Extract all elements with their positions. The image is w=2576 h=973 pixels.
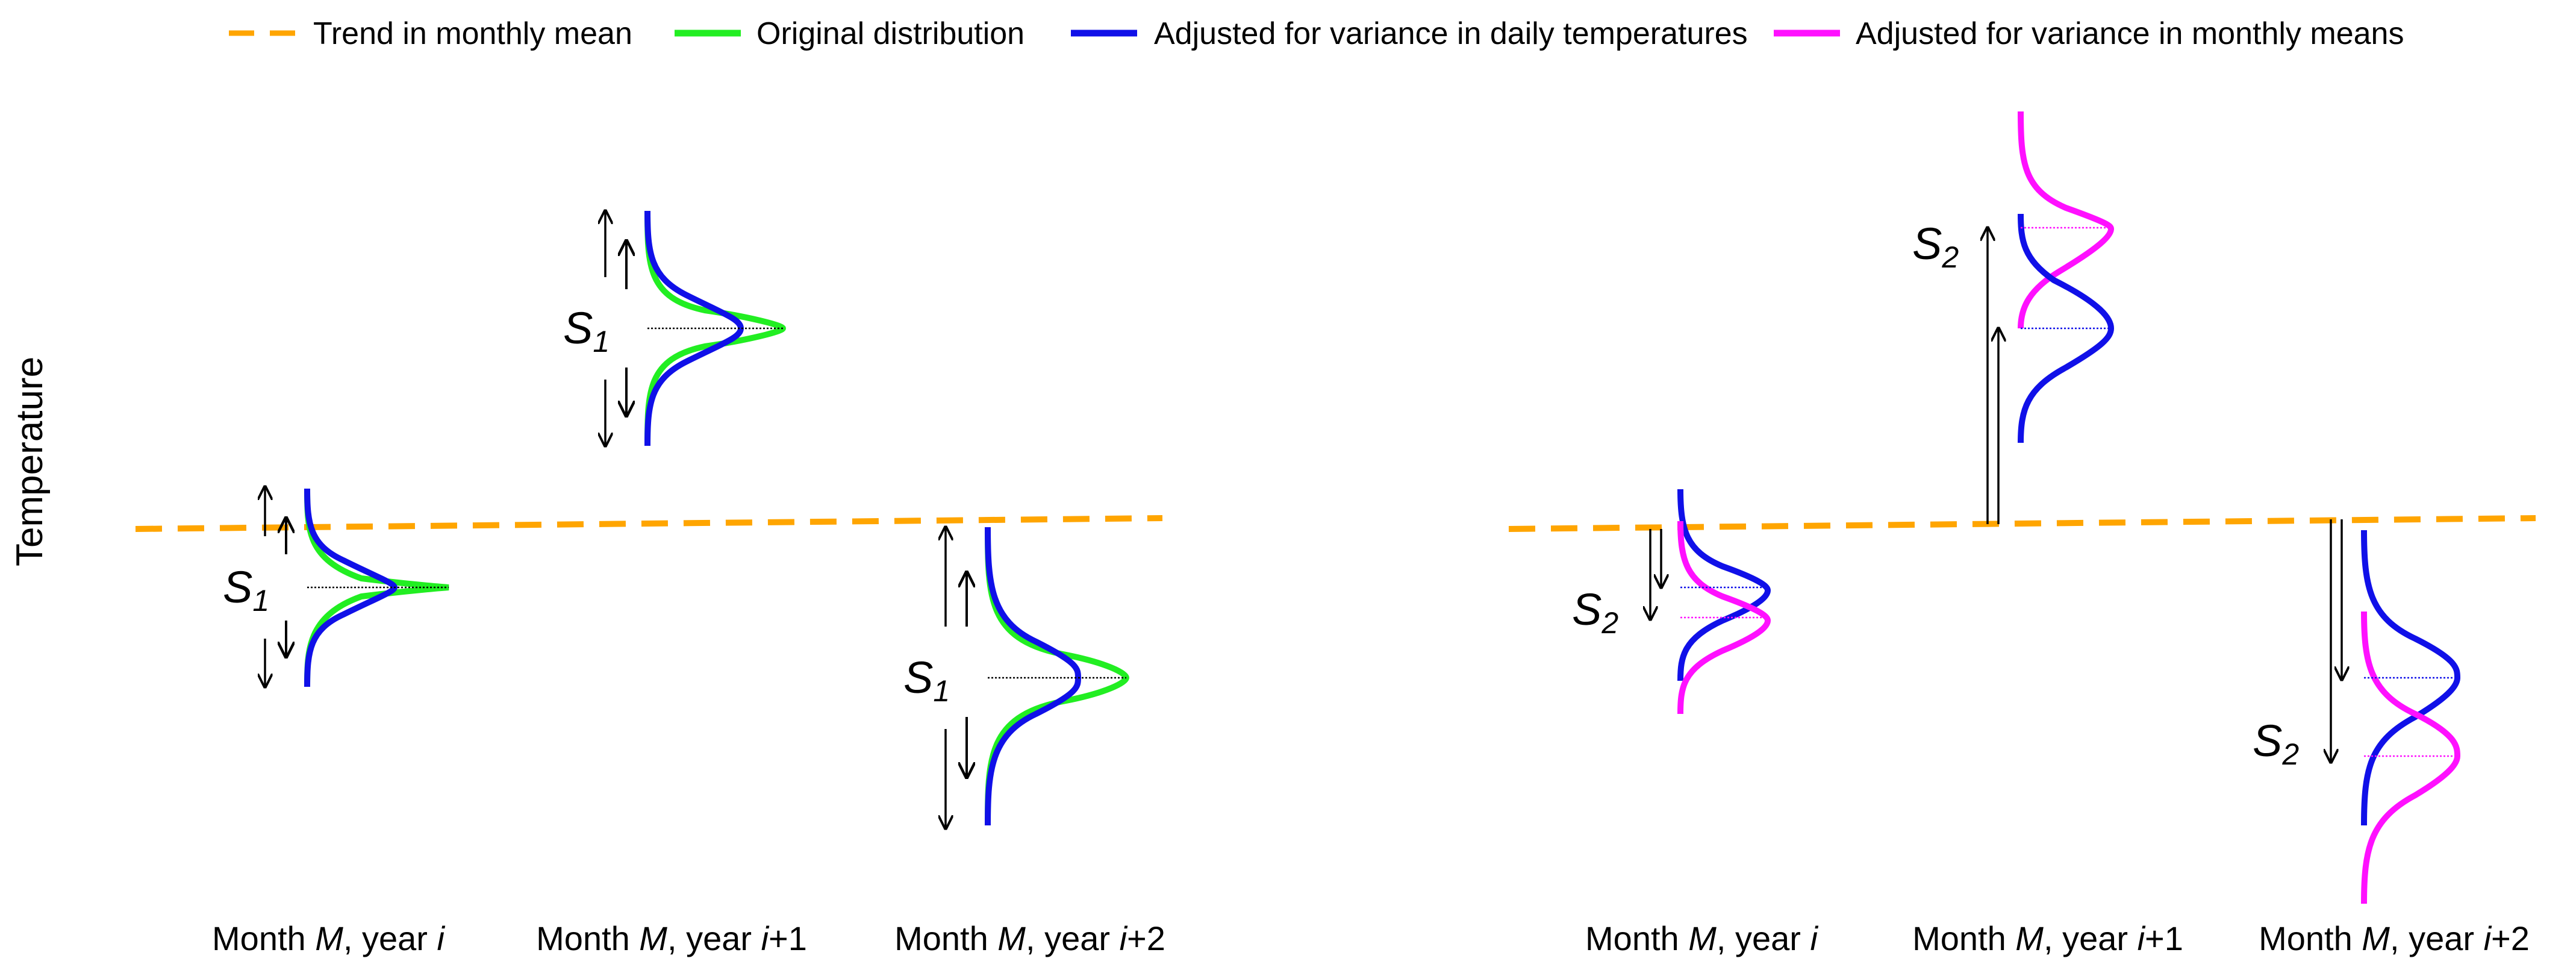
legend-item-daily: Adjusted for variance in daily temperatu… [1071,16,1748,51]
legend-label-original: Original distribution [756,16,1024,51]
right-month-i-plus-2: S2 [2253,519,2461,904]
legend-item-trend: Trend in monthly mean [229,16,632,51]
daily-adjusted-curve [1677,489,1771,681]
left-month-label-2: Month M, year i+1 [536,919,807,957]
trend-line-right [1508,515,2536,532]
s2-label: S2 [2253,716,2299,771]
left-month-label-3: Month M, year i+2 [894,919,1165,957]
original-distribution-curve [985,527,1130,826]
trend-line-left [135,515,1163,532]
left-month-i-plus-1: S1 [563,210,787,446]
daily-adjusted-curve [2361,530,2461,826]
legend-label-daily: Adjusted for variance in daily temperatu… [1154,16,1748,51]
original-distribution-curve [644,210,787,446]
s1-label: S1 [903,652,950,708]
y-axis-label: Temperature [9,357,51,566]
monthly-adjusted-curve [2361,611,2461,904]
right-month-i-plus-1: S2 [1912,111,2115,524]
s1-label: S1 [563,303,610,358]
legend: Trend in monthly mean Original distribut… [229,16,2404,51]
right-month-label-1: Month M, year i [1585,919,1818,957]
left-month-i: S1 [223,487,449,687]
legend-item-monthly: Adjusted for variance in monthly means [1774,16,2404,51]
legend-item-original: Original distribution [675,16,1024,51]
daily-adjusted-curve [985,527,1082,826]
s2-label: S2 [1912,219,1959,274]
right-panel: S2 S2 S2 Month M, year i Month M, year i… [1572,111,2530,957]
monthly-adjusted-curve [2018,111,2115,329]
daily-adjusted-curve [644,210,744,446]
daily-adjusted-curve [2018,213,2115,443]
s2-label: S2 [1572,584,1618,640]
monthly-adjusted-curve [1677,521,1771,715]
left-panel: S1 S1 S1 Month M, year i Month M, year [212,211,1165,957]
right-month-label-3: Month M, year i+2 [2259,919,2530,957]
right-month-label-2: Month M, year i+1 [1912,919,2183,957]
s1-label: S1 [223,562,269,618]
legend-label-monthly: Adjusted for variance in monthly means [1856,16,2404,51]
left-month-label-1: Month M, year i [212,919,445,957]
right-month-i: S2 [1572,489,1771,715]
left-month-i-plus-2: S1 [903,527,1130,828]
legend-label-trend: Trend in monthly mean [313,16,632,51]
